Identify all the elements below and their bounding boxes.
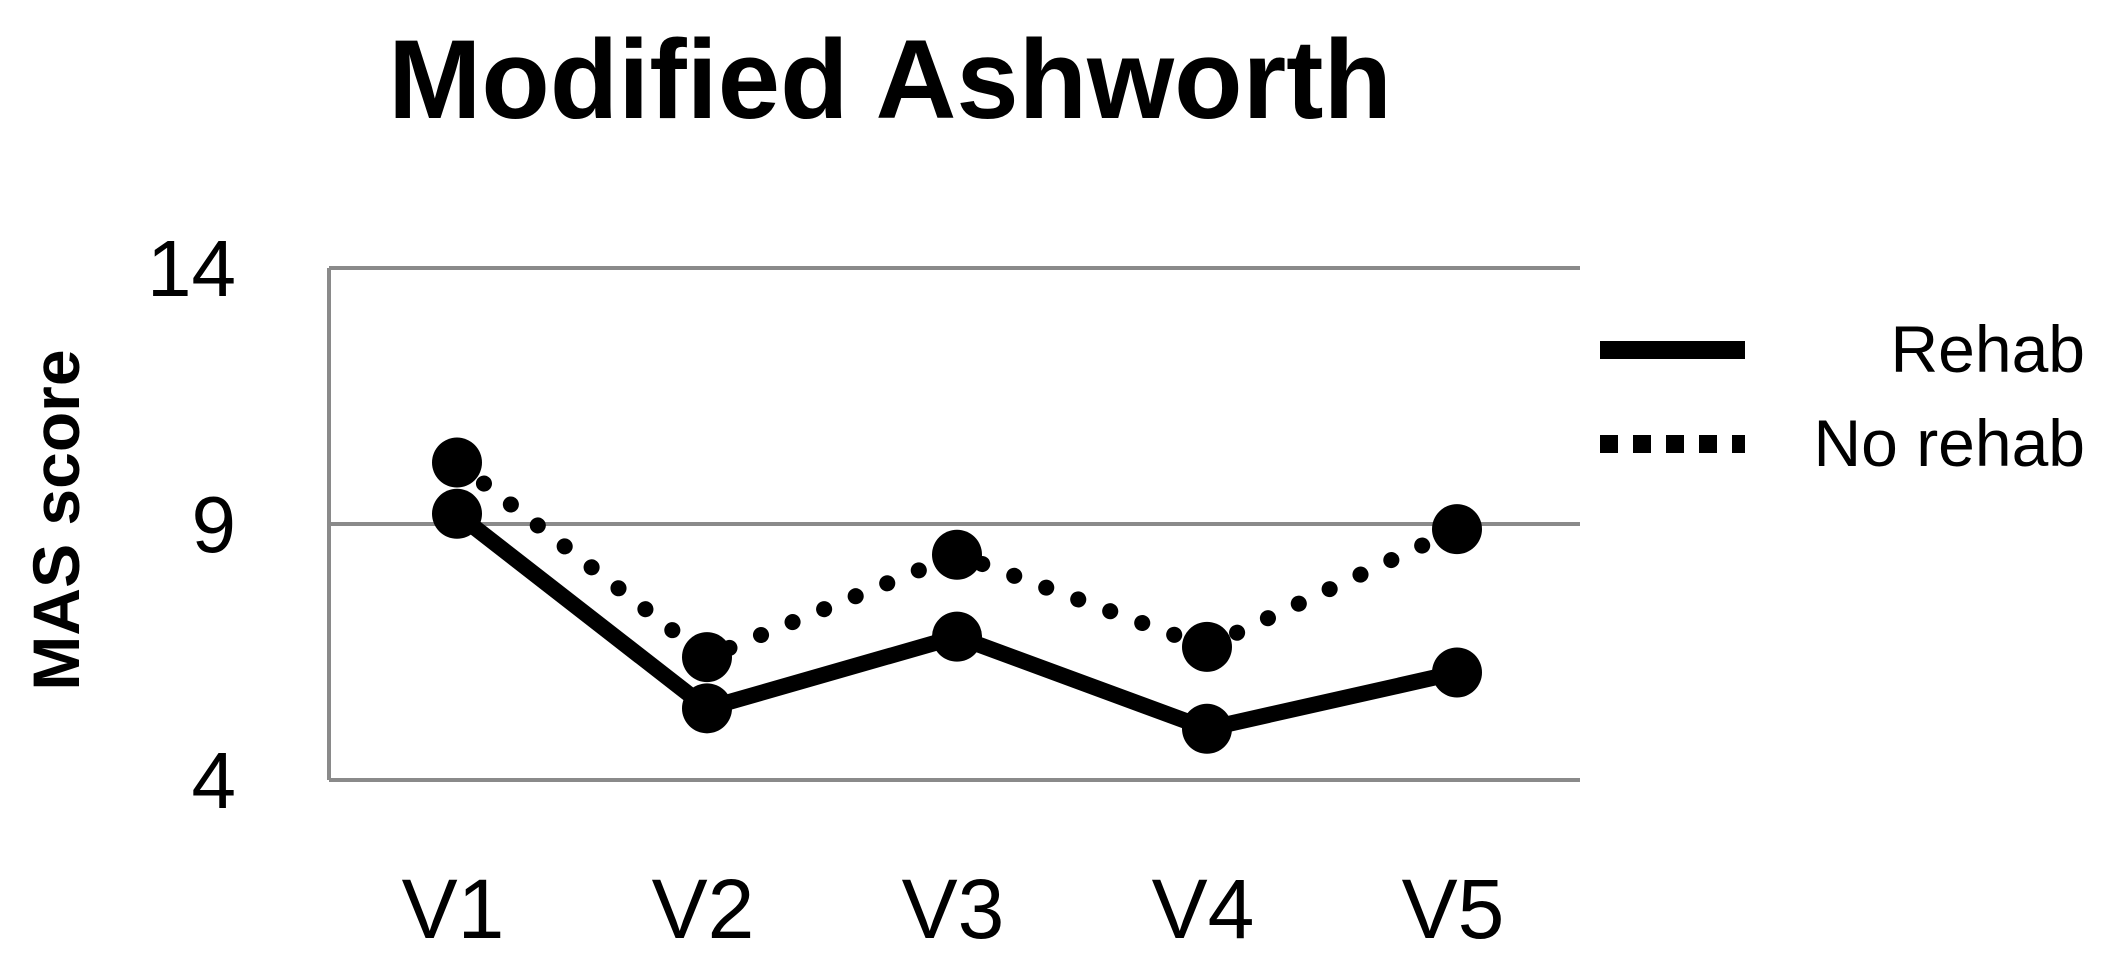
data-point <box>932 529 982 580</box>
y-tick-label: 9 <box>192 480 237 569</box>
data-point <box>1182 703 1232 754</box>
chart-title: Modified Ashworth <box>388 17 1392 142</box>
x-tick-label: V3 <box>902 862 1005 956</box>
data-point <box>932 611 982 662</box>
data-point <box>682 632 732 683</box>
y-tick-label: 4 <box>192 736 237 825</box>
x-tick-label: V4 <box>1152 862 1255 956</box>
legend-label: Rehab <box>1891 312 2086 386</box>
data-point <box>432 437 482 488</box>
x-tick-label: V5 <box>1402 862 1505 956</box>
y-axis-label: MAS score <box>19 349 93 690</box>
series-group <box>432 437 1482 754</box>
y-tick-label: 14 <box>147 224 236 313</box>
data-point <box>682 683 732 734</box>
legend: Rehab No rehab <box>1600 312 2085 480</box>
x-tick-label: V1 <box>402 862 505 956</box>
data-point <box>1432 647 1482 698</box>
y-axis-ticks: 4 9 14 <box>147 224 236 825</box>
legend-label: No rehab <box>1813 406 2085 480</box>
series-rehab <box>432 488 1482 754</box>
data-point <box>1182 621 1232 672</box>
data-point <box>432 488 482 539</box>
x-tick-label: V2 <box>652 862 755 956</box>
series-no-rehab <box>432 437 1482 683</box>
x-axis-ticks: V1 V2 V3 V4 V5 <box>402 862 1505 956</box>
data-point <box>1432 504 1482 555</box>
gridlines <box>327 266 1580 782</box>
